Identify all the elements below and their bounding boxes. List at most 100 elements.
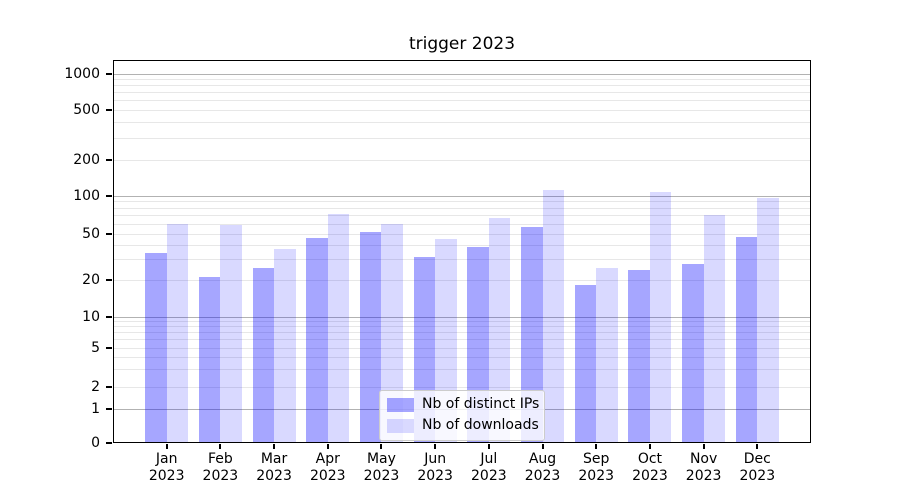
gridline-minor: [113, 386, 811, 388]
y-tick-label: 10: [82, 308, 100, 325]
y-tick: [106, 442, 112, 444]
x-tick-label: Sep 2023: [578, 451, 615, 484]
y-tick-label: 1: [91, 400, 100, 417]
y-tick-label: 0: [91, 435, 100, 451]
y-tick: [106, 232, 112, 235]
gridline-minor: [113, 207, 811, 209]
gridline-minor: [113, 369, 811, 371]
bar-downloads-apr: [327, 213, 350, 443]
y-tick: [106, 407, 112, 410]
gridline-minor: [113, 279, 811, 281]
bar-distinct-ips-mar: [252, 268, 275, 443]
gridline-minor: [113, 356, 811, 358]
x-tick-label: Jun 2023: [417, 451, 453, 484]
gridline-minor: [113, 321, 811, 323]
gridline-minor: [113, 244, 811, 246]
gridline-minor: [113, 347, 811, 349]
gridline-minor: [113, 223, 811, 225]
x-tick: [756, 444, 759, 449]
gridline-minor: [113, 122, 811, 124]
x-tick-label: Apr 2023: [309, 451, 346, 484]
gridline-major: [113, 195, 811, 197]
y-tick-label: 200: [73, 151, 100, 168]
legend-swatch-distinct-ips: [387, 397, 414, 412]
gridline-minor: [113, 110, 811, 111]
gridline-major: [113, 73, 811, 75]
x-tick: [165, 444, 168, 449]
bar-distinct-ips-may: [359, 232, 382, 443]
gridline-minor: [113, 332, 811, 334]
bar-downloads-jul: [488, 218, 511, 443]
x-tick-label: Oct 2023: [632, 451, 668, 484]
y-tick-label: 100: [73, 187, 100, 204]
bar-downloads-aug: [542, 189, 565, 443]
x-tick-label: Mar 2023: [256, 451, 292, 484]
legend-label-downloads: Nb of downloads: [422, 417, 539, 433]
x-tick-label: Feb 2023: [202, 451, 239, 484]
bar-downloads-feb: [220, 225, 242, 443]
y-tick-label: 20: [82, 271, 100, 288]
x-tick: [326, 444, 329, 449]
bar-downloads-may: [381, 224, 403, 443]
x-tick: [595, 444, 598, 449]
legend-label-distinct-ips: Nb of distinct IPs: [422, 396, 540, 412]
x-tick: [434, 444, 437, 449]
bar-distinct-ips-apr: [306, 237, 328, 443]
x-tick-label: Nov 2023: [685, 451, 722, 484]
gridline-minor: [113, 79, 811, 81]
x-tick-label: Jan 2023: [148, 451, 185, 484]
y-tick: [106, 315, 112, 318]
gridline-minor: [113, 159, 811, 161]
gridline-minor: [113, 215, 811, 217]
x-tick-label: Jul 2023: [471, 451, 507, 484]
y-tick: [106, 109, 112, 111]
bar-distinct-ips-aug: [521, 227, 543, 443]
y-tick: [106, 158, 112, 161]
x-tick: [380, 444, 383, 449]
gridline-minor: [113, 92, 811, 94]
x-tick: [487, 444, 490, 449]
x-tick: [219, 444, 222, 449]
legend: Nb of distinct IPs Nb of downloads: [379, 390, 545, 441]
legend-swatch-downloads: [387, 418, 414, 433]
chart-title: trigger 2023: [408, 34, 516, 54]
x-tick: [648, 444, 651, 449]
bar-downloads-nov: [703, 215, 726, 443]
y-tick: [106, 278, 112, 281]
y-tick: [106, 194, 112, 197]
bar-distinct-ips-oct: [628, 270, 650, 443]
legend-item-downloads: Nb of downloads: [387, 417, 539, 434]
x-tick: [273, 444, 276, 449]
y-tick: [106, 385, 112, 388]
x-tick-label: Aug 2023: [524, 451, 561, 484]
y-tick: [106, 346, 112, 349]
gridline-minor: [113, 100, 811, 102]
y-tick-label: 50: [82, 225, 100, 242]
x-tick: [702, 444, 705, 449]
gridline-minor: [113, 85, 811, 87]
y-tick-label: 500: [73, 102, 100, 118]
bar-distinct-ips-sep: [574, 285, 597, 443]
gridline-minor: [113, 201, 811, 203]
bar-distinct-ips-dec: [735, 236, 758, 443]
x-tick-label: May 2023: [363, 451, 400, 484]
x-tick-label: Dec 2023: [739, 451, 776, 484]
bar-downloads-oct: [649, 191, 672, 443]
bar-downloads-jan: [166, 223, 189, 443]
gridline-minor: [113, 137, 811, 139]
gridline-minor: [113, 233, 811, 235]
bar-distinct-ips-feb: [198, 277, 221, 443]
y-tick-label: 2: [91, 378, 100, 395]
y-tick-label: 5: [91, 339, 100, 356]
legend-item-distinct-ips: Nb of distinct IPs: [387, 396, 540, 413]
bar-downloads-sep: [596, 268, 618, 443]
gridline-major: [113, 316, 811, 318]
x-tick: [541, 444, 544, 449]
y-tick: [106, 72, 112, 75]
bar-downloads-dec: [757, 197, 779, 443]
bar-downloads-mar: [274, 248, 296, 443]
gridline-minor: [113, 339, 811, 341]
gridline-minor: [113, 326, 811, 328]
gridline-minor: [113, 259, 811, 261]
